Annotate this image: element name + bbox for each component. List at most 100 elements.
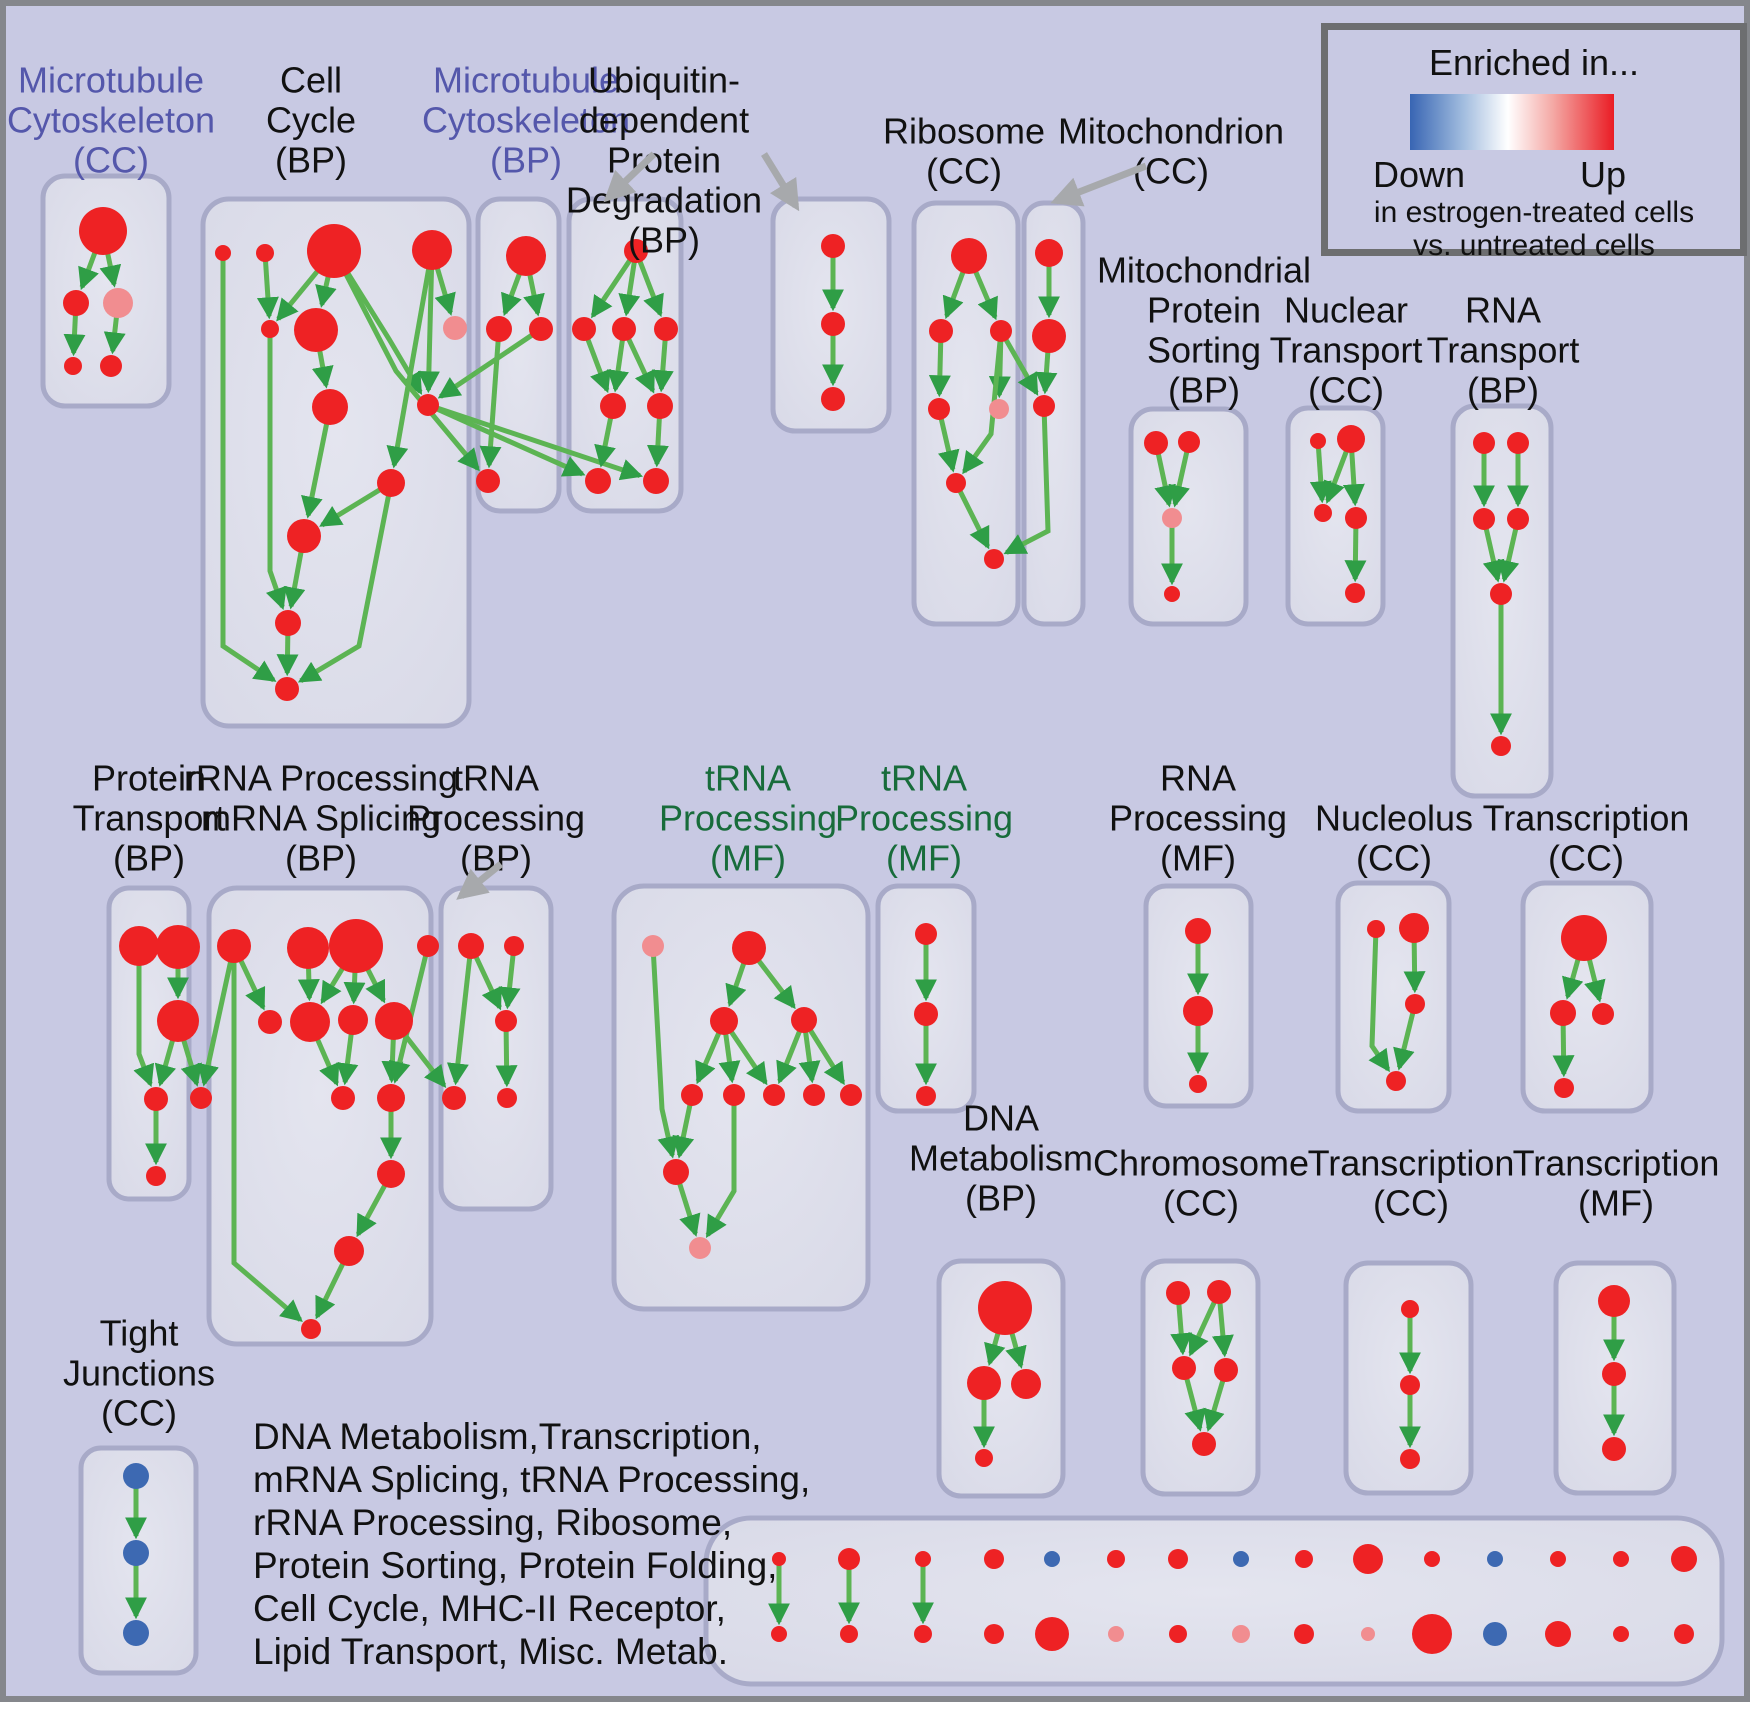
- node-cc1: [215, 245, 231, 261]
- annotation-arrow-2: [761, 152, 800, 212]
- node-ub1m3: [654, 317, 678, 341]
- node-rrM2: [290, 1002, 330, 1042]
- node-tcR: [1592, 1003, 1614, 1025]
- label-transcription-mf-bottom: Transcription(MF): [1513, 1143, 1720, 1224]
- label-line: (MF): [1578, 1183, 1654, 1224]
- label-line: Metabolism: [909, 1138, 1093, 1179]
- cluster-box-microtubule-bp: [475, 196, 562, 514]
- node-ptE: [190, 1087, 212, 1109]
- node-cc4: [412, 230, 452, 270]
- node-tb1: [1401, 1300, 1419, 1318]
- node-m13t: [1550, 1551, 1566, 1567]
- node-chMR: [1214, 1358, 1238, 1382]
- node-tmM2: [791, 1007, 817, 1033]
- edge-mtbp3-mtbp4: [479, 328, 502, 469]
- node-tcL: [1550, 1000, 1576, 1026]
- node-ub1l2: [647, 393, 673, 419]
- node-tb3: [1400, 1449, 1420, 1469]
- node-ub1m2: [612, 317, 636, 341]
- node-m1t: [772, 1552, 786, 1566]
- node-m9t: [1295, 1550, 1313, 1568]
- node-rrD1: [377, 1160, 405, 1188]
- node-rtC: [1490, 583, 1512, 605]
- node-mtbp2: [529, 317, 553, 341]
- node-m2t: [838, 1548, 860, 1570]
- label-line: Microtubule: [18, 60, 204, 101]
- label-line: RNA: [1465, 290, 1541, 331]
- node-cc8: [312, 389, 348, 425]
- label-line: (BP): [113, 838, 185, 879]
- node-mtbp3: [486, 316, 512, 342]
- node-tbB1: [442, 1086, 466, 1110]
- misc-clusters-text: DNA Metabolism,Transcription, mRNA Splic…: [253, 1415, 810, 1673]
- label-line: (BP): [1168, 370, 1240, 411]
- node-ub1l1: [600, 393, 626, 419]
- node-chB: [1192, 1432, 1216, 1456]
- annotation-arrow-1: [603, 151, 657, 203]
- label-line: Cytoskeleton: [7, 100, 215, 141]
- node-ub2b: [821, 312, 845, 336]
- label-transcription-cc-bottom: Transcription(CC): [1308, 1143, 1515, 1224]
- label-line: Transport: [73, 798, 226, 839]
- node-rtT2: [1507, 432, 1529, 454]
- node-mtcc1: [79, 207, 127, 255]
- label-line: Processing: [407, 798, 585, 839]
- node-mtcc4: [64, 357, 82, 375]
- label-line: (CC): [1163, 1183, 1239, 1224]
- label-line: (CC): [1373, 1183, 1449, 1224]
- edge-tbT2-tbC: [498, 945, 521, 1010]
- node-rpa: [1185, 918, 1211, 944]
- node-m8t: [1233, 1551, 1249, 1567]
- node-rrT4: [417, 935, 439, 957]
- node-cc7: [443, 316, 467, 340]
- node-chTL: [1166, 1281, 1190, 1305]
- node-tmS4: [803, 1084, 825, 1106]
- legend-subtitle-2: vs. untreated cells: [1413, 229, 1655, 262]
- node-ntML: [1314, 504, 1332, 522]
- label-line: (BP): [965, 1178, 1037, 1219]
- edge-ntS-ntML: [1309, 440, 1332, 504]
- node-m3b: [914, 1625, 932, 1643]
- node-m11t: [1424, 1551, 1440, 1567]
- edge-tbT1-tbB1: [446, 945, 474, 1086]
- annotation-arrow-4: [456, 861, 504, 900]
- node-ptB: [156, 925, 200, 969]
- node-tf3: [1602, 1437, 1626, 1461]
- node-m4b: [984, 1624, 1004, 1644]
- label-line: Protein: [1147, 290, 1261, 331]
- misc-text-line: Lipid Transport, Misc. Metab.: [253, 1631, 729, 1672]
- edge-cc8-cc11: [301, 406, 333, 519]
- node-mtcc2: [63, 290, 89, 316]
- node-mtbp4: [476, 469, 500, 493]
- label-line: Transport: [1427, 330, 1580, 371]
- node-mitoT: [1035, 239, 1063, 267]
- node-tbT2: [504, 936, 524, 956]
- node-dnR: [1011, 1369, 1041, 1399]
- node-ptF: [146, 1166, 166, 1186]
- node-ub2c: [821, 387, 845, 411]
- node-nuBt: [1386, 1071, 1406, 1091]
- label-line: (CC): [1548, 838, 1624, 879]
- node-tmB1: [732, 931, 766, 965]
- label-line: (BP): [285, 838, 357, 879]
- edge-cc4-cc9: [417, 249, 440, 394]
- label-line: Cell: [280, 60, 342, 101]
- node-nuS: [1367, 920, 1385, 938]
- cluster-box-dna-metabolism: [936, 1258, 1066, 1499]
- label-line: dependent: [579, 100, 749, 141]
- edge-cc4-cc10: [386, 249, 435, 469]
- label-line: Transport: [1270, 330, 1423, 371]
- edge-cc10-cc13: [297, 482, 394, 683]
- label-line: Transcription: [1513, 1143, 1720, 1184]
- node-riboA: [929, 319, 953, 343]
- node-cc3: [307, 224, 361, 278]
- edge-cc3-mtbp4: [331, 249, 480, 472]
- node-rtM1: [1473, 508, 1495, 530]
- node-mpsP: [1162, 508, 1182, 528]
